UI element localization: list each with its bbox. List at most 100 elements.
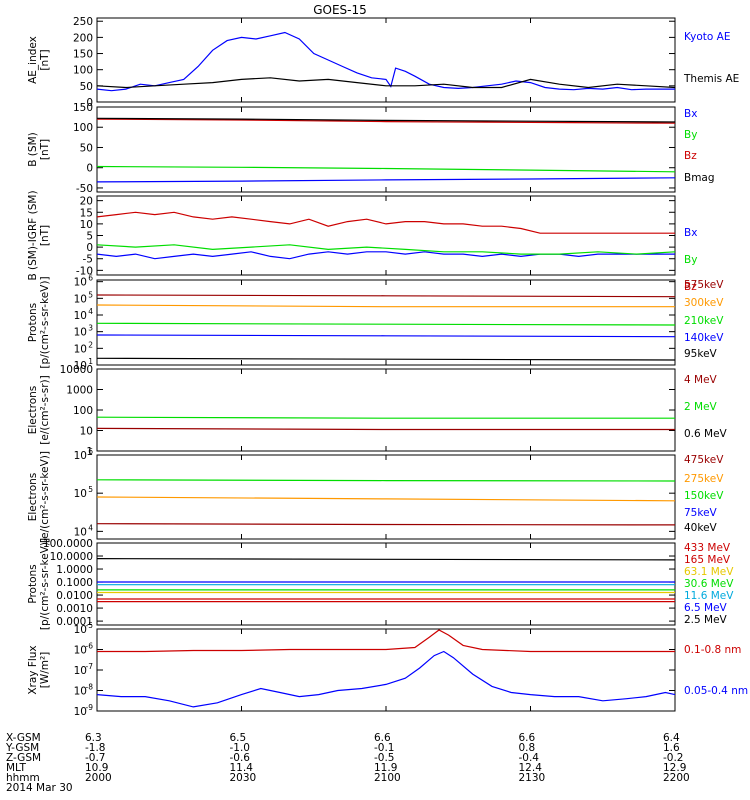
- y-tick-exponent: 4: [88, 523, 93, 532]
- legend-entry: 4 MeV: [684, 374, 718, 386]
- footer-value: 2200: [663, 772, 690, 784]
- footer-value: 2000: [85, 772, 112, 784]
- footer-value: 2130: [518, 772, 546, 784]
- panel-frame: [96, 279, 676, 366]
- y-tick-exponent: -6: [86, 642, 94, 651]
- footer-row-label: Z-GSM: [6, 752, 42, 764]
- footer-date: 2014 Mar 30: [6, 782, 73, 794]
- y-tick-label: 10: [74, 277, 87, 289]
- legend-entry: 475keV: [684, 454, 724, 466]
- y-tick-exponent: 5: [88, 485, 93, 494]
- y-axis-label: Electrons: [27, 386, 39, 435]
- panel-ae: 0 50 100 150 200 250 AE_index [nT] Kyoto AE Themi…: [27, 16, 739, 109]
- footer-value: 12.9: [663, 762, 687, 774]
- legend-entry: 0.05-0.4 nm: [684, 685, 748, 697]
- y-axis-label: AE_index: [27, 36, 39, 84]
- footer-value: 10.9: [85, 762, 109, 774]
- y-tick-label: 10: [74, 686, 87, 698]
- y-tick-label: 200: [73, 32, 93, 44]
- series-line: [97, 118, 675, 124]
- y-tick-exponent: 5: [88, 290, 93, 299]
- y-tick-exponent: 6: [88, 274, 93, 283]
- legend-entry: 95keV: [684, 348, 718, 360]
- y-tick-exponent: -8: [86, 683, 94, 692]
- footer-value: 11.4: [229, 762, 253, 774]
- legend-entry: 300keV: [684, 297, 724, 309]
- y-axis-label: [nT]: [39, 139, 51, 160]
- y-tick-exponent: -9: [86, 703, 94, 712]
- series-line: [97, 650, 675, 708]
- footer-value: 12.4: [518, 762, 542, 774]
- series-line: [97, 479, 675, 482]
- panel-bsm: -50 0 50 100 150 B (SM) [nT] Bx By Bz Bmag: [27, 102, 715, 195]
- legend-entry: Bx: [684, 108, 697, 120]
- footer-value: 6.6: [518, 732, 536, 744]
- footer-row-label: Y-GSM: [6, 742, 40, 754]
- legend-entry: 6.5 MeV: [684, 602, 728, 614]
- series-line: [97, 334, 675, 338]
- footer-value: -1.0: [229, 742, 251, 754]
- y-tick-label: 1.0000: [56, 564, 93, 576]
- series-line: [97, 294, 675, 298]
- y-tick-label: 10: [74, 526, 87, 538]
- footer-value: -0.4: [518, 752, 540, 764]
- y-tick-label: 10: [80, 426, 93, 438]
- y-tick-label: 0.0100: [56, 590, 93, 602]
- y-tick-exponent: 1: [88, 357, 93, 366]
- footer-row-label: hhmm: [6, 772, 40, 784]
- legend-entry: 275keV: [684, 473, 724, 485]
- series-line: [97, 427, 675, 431]
- footer-value: 11.9: [374, 762, 398, 774]
- series-line: [97, 165, 675, 173]
- legend-entry: Bmag: [684, 172, 715, 184]
- y-axis-label: Electrons: [27, 473, 39, 522]
- y-axis-label: Protons: [27, 303, 39, 342]
- legend-entry: Bz: [684, 281, 697, 293]
- footer-value: -1.8: [85, 742, 106, 754]
- y-tick-label: 100: [73, 122, 93, 134]
- y-tick-label: 10: [74, 310, 87, 322]
- y-tick-label: 10: [74, 450, 87, 462]
- y-tick-label: 150: [73, 49, 93, 61]
- y-tick-label: 0.0010: [56, 603, 93, 615]
- legend-entry: 30.6 MeV: [684, 578, 734, 590]
- series-line: [97, 496, 675, 502]
- y-tick-exponent: 2: [88, 340, 93, 349]
- legend-entry: 63.1 MeV: [684, 566, 734, 578]
- y-tick-label: 1: [86, 446, 93, 458]
- y-tick-label: -50: [76, 183, 93, 195]
- series-line: [97, 31, 675, 92]
- legend-entry: By: [684, 254, 697, 266]
- y-tick-label: 0.1000: [56, 577, 93, 589]
- legend-entry: 150keV: [684, 490, 724, 502]
- y-tick-label: 10: [74, 645, 87, 657]
- panel-frame: [96, 195, 676, 276]
- footer-value: -0.1: [374, 742, 395, 754]
- series-line: [97, 77, 675, 89]
- y-tick-exponent: 4: [88, 307, 93, 316]
- y-tick-label: 10: [74, 343, 87, 355]
- y-tick-label: 150: [73, 102, 93, 114]
- y-tick-label: 10: [74, 665, 87, 677]
- y-axis-label: [e/(cm²-s-sr-keV)]: [39, 451, 51, 543]
- footer-value: 6.6: [374, 732, 391, 744]
- legend-entry: Themis AE: [683, 73, 739, 85]
- footer-value: 6.5: [229, 732, 247, 744]
- footer-value: -0.6: [229, 752, 251, 764]
- y-tick-label: 0: [86, 163, 93, 175]
- legend-entry: Bz: [684, 150, 697, 162]
- y-axis-label: Protons: [27, 564, 39, 603]
- footer-value: 0.8: [518, 742, 536, 754]
- series-line: [97, 251, 675, 260]
- y-tick-label: 50: [80, 142, 93, 154]
- y-axis-label: [nT]: [39, 225, 51, 246]
- legend-entry: 2.5 MeV: [684, 614, 728, 626]
- y-tick-label: 250: [73, 16, 93, 28]
- y-tick-label: 5: [86, 231, 93, 243]
- legend-entry: By: [684, 129, 697, 141]
- y-tick-exponent: -7: [86, 662, 94, 671]
- panel-frame: [96, 542, 676, 626]
